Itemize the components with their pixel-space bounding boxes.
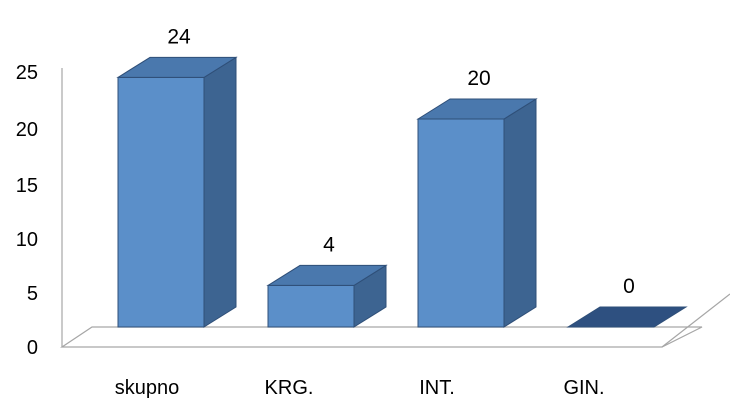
data-label: 20	[467, 67, 490, 90]
bar-top-face	[566, 306, 688, 328]
bar-top-face	[266, 264, 388, 286]
y-tick-label: 15	[16, 175, 38, 197]
bars	[116, 56, 688, 328]
chart-floor	[60, 293, 730, 348]
y-tick-label: 0	[27, 337, 38, 359]
data-label: 4	[323, 233, 335, 256]
bar-side-face	[503, 98, 537, 328]
y-tick-label: 20	[16, 119, 38, 141]
y-tick-label: 25	[16, 62, 38, 84]
x-tick-label: skupno	[115, 377, 180, 399]
labels: 24 skupno 4 KRG. 20 INT. 0 GIN.	[115, 25, 635, 399]
y-tick-label: 5	[27, 283, 38, 305]
y-tick-label: 10	[16, 229, 38, 251]
bar-side-face	[203, 56, 237, 328]
x-tick-label: GIN.	[563, 377, 604, 399]
bar-front-face	[267, 284, 355, 328]
floor-right-edge	[661, 293, 730, 348]
bar-top-face	[116, 56, 238, 78]
x-tick-label: INT.	[419, 377, 455, 399]
y-axis: 0 5 10 15 20 25	[16, 62, 63, 359]
x-tick-label: KRG.	[265, 377, 314, 399]
bar-front-face	[117, 76, 205, 328]
data-label: 0	[623, 275, 635, 298]
bar-top-face	[416, 98, 538, 120]
data-label: 24	[167, 25, 191, 48]
floor-plane	[60, 326, 703, 348]
bar-front-face	[417, 118, 505, 328]
